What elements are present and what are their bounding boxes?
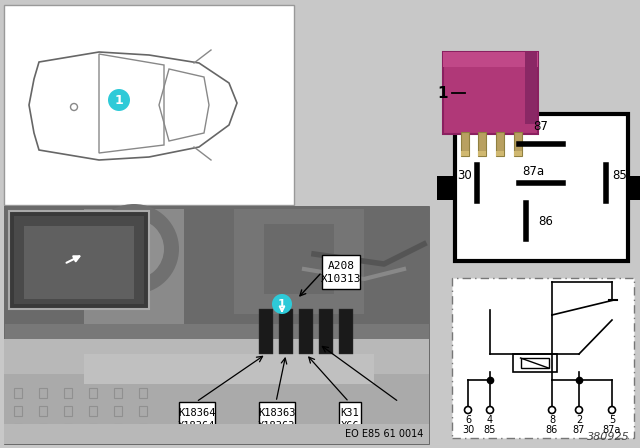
Text: 8: 8 (549, 415, 555, 425)
Text: 86: 86 (538, 215, 553, 228)
Bar (452, 278, 634, 438)
Text: K18363: K18363 (258, 408, 296, 418)
Bar (39, 424, 47, 434)
Text: 85: 85 (484, 425, 496, 435)
Text: X66: X66 (340, 421, 359, 431)
Text: EO E85 61 0014: EO E85 61 0014 (344, 429, 423, 439)
Bar (39, 388, 47, 398)
Bar (478, 132, 486, 156)
Bar (259, 402, 295, 436)
Circle shape (272, 294, 292, 314)
Bar (14, 388, 22, 398)
Text: A208: A208 (328, 260, 355, 271)
Bar (339, 402, 361, 436)
Bar (14, 424, 22, 434)
Bar (443, 52, 538, 134)
Circle shape (548, 406, 556, 414)
Text: 6: 6 (465, 415, 471, 425)
Text: 1: 1 (438, 86, 448, 100)
Bar (9, 211, 149, 309)
Bar (179, 402, 215, 436)
Text: 87: 87 (534, 120, 548, 133)
Bar (437, 176, 455, 200)
Circle shape (609, 406, 616, 414)
Text: 30: 30 (462, 425, 474, 435)
Bar (443, 52, 538, 67)
Text: 4: 4 (487, 415, 493, 425)
Bar (461, 151, 469, 156)
Bar (84, 209, 184, 324)
Bar (455, 114, 628, 261)
Text: 86: 86 (546, 425, 558, 435)
Text: 87a: 87a (522, 164, 544, 177)
Bar (319, 309, 333, 354)
Bar (4, 424, 429, 444)
Text: 380925: 380925 (588, 432, 630, 442)
Bar (322, 255, 360, 289)
Text: 2: 2 (576, 415, 582, 425)
Bar (64, 424, 72, 434)
Text: 5: 5 (609, 415, 615, 425)
Bar (89, 406, 97, 416)
Bar (14, 406, 22, 416)
Bar (264, 224, 334, 294)
Bar (279, 309, 293, 354)
Bar (514, 132, 522, 156)
Bar (514, 151, 522, 156)
Bar (628, 176, 640, 200)
Bar (461, 132, 469, 156)
Text: K18364: K18364 (178, 408, 216, 418)
Bar (4, 5, 294, 205)
Circle shape (108, 89, 130, 111)
Bar (478, 151, 486, 156)
Bar (139, 388, 147, 398)
Bar (4, 206, 429, 444)
Text: X18364: X18364 (178, 421, 216, 431)
Bar (64, 388, 72, 398)
Bar (39, 406, 47, 416)
Bar (139, 424, 147, 434)
Circle shape (89, 204, 179, 294)
Bar (339, 309, 353, 354)
Bar (4, 344, 429, 444)
Bar (114, 424, 122, 434)
Bar (520, 358, 548, 368)
Text: 85: 85 (612, 168, 627, 181)
Circle shape (575, 406, 582, 414)
Bar (259, 309, 273, 354)
Bar (496, 151, 504, 156)
Bar (496, 132, 504, 156)
Text: 87: 87 (573, 425, 585, 435)
Text: X10313: X10313 (321, 273, 361, 284)
Text: K31: K31 (340, 408, 359, 418)
Bar (84, 354, 374, 384)
Bar (4, 206, 429, 324)
Bar (14, 216, 144, 304)
Bar (64, 406, 72, 416)
Bar (4, 339, 429, 374)
Bar (114, 406, 122, 416)
Bar (24, 226, 134, 299)
Text: 1: 1 (278, 299, 286, 309)
Bar (89, 424, 97, 434)
Bar (513, 354, 557, 372)
Text: X18363: X18363 (258, 421, 296, 431)
Text: 1: 1 (115, 94, 124, 107)
Bar (299, 309, 313, 354)
Bar (89, 388, 97, 398)
Text: 30: 30 (458, 168, 472, 181)
Circle shape (104, 219, 164, 279)
Bar (525, 52, 537, 124)
Bar (114, 388, 122, 398)
Bar (139, 406, 147, 416)
Bar (234, 209, 364, 314)
Circle shape (486, 406, 493, 414)
Circle shape (465, 406, 472, 414)
Text: 87a: 87a (603, 425, 621, 435)
